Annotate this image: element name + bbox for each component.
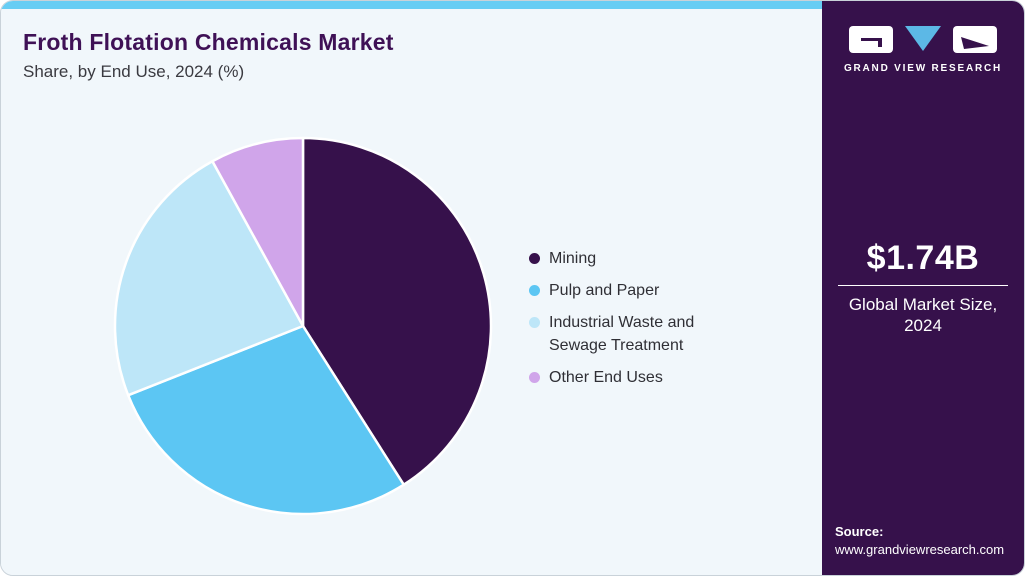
logo-r-glyph [961, 37, 989, 49]
brand-logo: GRAND VIEW RESEARCH [822, 23, 1024, 74]
market-size-block: $1.74B Global Market Size, 2024 [832, 238, 1014, 336]
chart-subtitle: Share, by End Use, 2024 (%) [23, 62, 245, 81]
chart-title: Froth Flotation Chemicals Market [23, 29, 394, 55]
logo-r-block [953, 26, 997, 53]
chart-header: Froth Flotation Chemicals Market Share, … [23, 28, 394, 82]
source-url: www.grandviewresearch.com [835, 542, 1005, 557]
legend-item: Pulp and Paper [529, 279, 721, 302]
pie-slice-pulp-and-paper [126, 324, 405, 516]
pie-slice-other-end-uses [211, 136, 305, 328]
market-size-value: $1.74B [866, 239, 980, 277]
gvr-logo-icon [849, 26, 997, 53]
legend: Mining Pulp and Paper Industrial Waste and… [529, 247, 721, 398]
source-label: Source: [835, 524, 884, 539]
legend-swatch [529, 317, 540, 328]
brand-name: GRAND VIEW RESEARCH [843, 63, 1003, 74]
legend-swatch [529, 372, 540, 383]
pie-chart [113, 136, 493, 516]
legend-swatch [529, 285, 540, 296]
pie-slice-industrial-waste-and-sewage-treatment [113, 160, 305, 397]
legend-item: Industrial Waste and Sewage Treatment [529, 311, 721, 357]
accent-bar [1, 1, 822, 9]
legend-label: Other End Uses [549, 369, 663, 386]
legend-label: Mining [549, 250, 597, 267]
logo-g-glyph [861, 38, 882, 47]
legend-label: Industrial Waste and Sewage Treatment [549, 314, 695, 354]
logo-v-triangle [905, 26, 941, 51]
sidebar: GRAND VIEW RESEARCH $1.74B Global Market… [822, 1, 1024, 575]
chart-panel: Froth Flotation Chemicals Market Share, … [1, 1, 822, 575]
legend-swatch [529, 253, 540, 264]
market-size-divider [838, 285, 1008, 286]
legend-label: Pulp and Paper [549, 282, 660, 299]
source-block: Source: www.grandviewresearch.com [835, 523, 1004, 559]
market-size-label: Global Market Size, 2024 [848, 295, 998, 335]
legend-item: Other End Uses [529, 366, 721, 389]
legend-item: Mining [529, 247, 721, 270]
